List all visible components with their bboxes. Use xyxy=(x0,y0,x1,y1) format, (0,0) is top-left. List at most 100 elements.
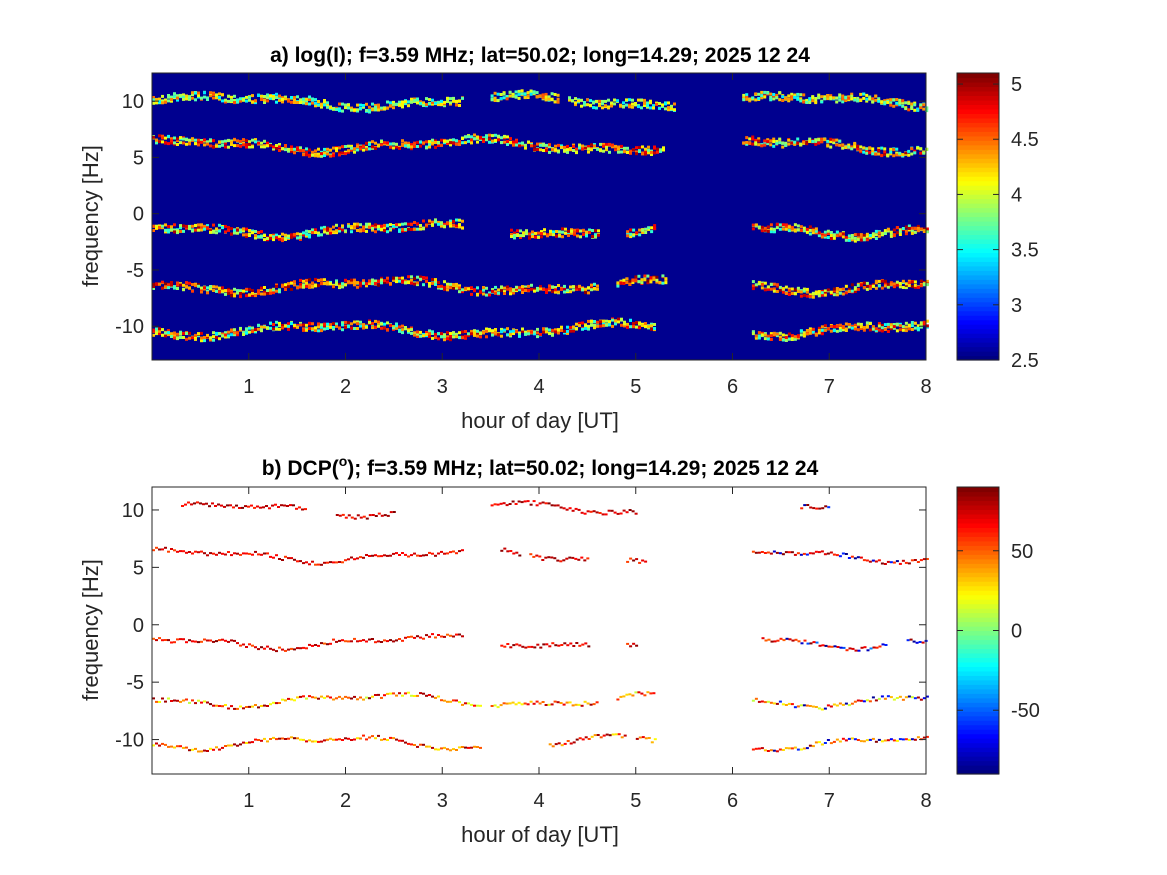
heatmap-cell xyxy=(158,744,161,747)
heatmap-cell xyxy=(769,332,773,336)
heatmap-cell xyxy=(599,736,603,739)
heatmap-cell xyxy=(874,699,878,702)
heatmap-cell xyxy=(449,338,452,342)
heatmap-cell xyxy=(769,701,773,704)
heatmap-cell xyxy=(652,106,655,110)
heatmap-cell xyxy=(602,149,605,153)
heatmap-cell xyxy=(419,224,422,227)
heatmap-cell xyxy=(239,228,242,232)
heatmap-cell xyxy=(245,552,248,555)
heatmap-cell xyxy=(886,695,890,698)
heatmap-cell xyxy=(575,285,578,289)
heatmap-cell xyxy=(601,513,605,516)
heatmap-cell xyxy=(832,234,836,238)
heatmap-cell xyxy=(326,226,329,230)
heatmap-cell xyxy=(554,288,557,292)
heatmap-cell xyxy=(263,145,266,149)
heatmap-cell xyxy=(191,748,194,751)
heatmap-cell xyxy=(910,559,914,562)
heatmap-cell xyxy=(434,636,437,639)
heatmap-cell xyxy=(293,99,296,102)
heatmap-cell xyxy=(362,515,366,518)
heatmap-cell xyxy=(395,639,398,642)
colorbar-tick-label: 3 xyxy=(1011,295,1022,317)
heatmap-cell xyxy=(862,281,866,285)
heatmap-cell xyxy=(653,323,656,326)
heatmap-cell xyxy=(641,145,644,149)
heatmap-cell xyxy=(235,504,238,507)
heatmap-cell xyxy=(215,231,218,235)
heatmap-cell xyxy=(558,233,561,237)
heatmap-cell xyxy=(302,231,305,235)
heatmap-cell xyxy=(751,748,755,751)
heatmap-cell xyxy=(814,290,818,294)
heatmap-cell xyxy=(584,736,588,739)
heatmap-cell xyxy=(452,138,455,142)
heatmap-cell xyxy=(425,745,428,748)
heatmap-cell xyxy=(314,740,317,743)
heatmap-cell xyxy=(883,563,887,565)
heatmap-cell xyxy=(617,150,620,154)
colorbar-swatch xyxy=(957,153,999,159)
heatmap-cell xyxy=(589,510,593,513)
heatmap-cell xyxy=(284,148,287,152)
heatmap-cell xyxy=(254,328,257,331)
heatmap-cell xyxy=(224,141,227,145)
heatmap-cell xyxy=(865,323,869,327)
heatmap-cell xyxy=(653,227,657,231)
heatmap-cell xyxy=(272,556,275,559)
heatmap-cell xyxy=(508,94,512,98)
heatmap-cell xyxy=(410,145,413,149)
heatmap-cell xyxy=(838,291,842,295)
heatmap-cell xyxy=(440,332,443,336)
heatmap-cell xyxy=(338,151,341,155)
heatmap-cell xyxy=(922,736,926,739)
heatmap-cell xyxy=(227,551,230,553)
heatmap-cell xyxy=(850,283,854,287)
heatmap-cell xyxy=(209,552,212,555)
colorbar-swatch xyxy=(957,657,999,663)
heatmap-cell xyxy=(455,218,458,222)
heatmap-cell xyxy=(892,234,896,238)
colorbar-swatch xyxy=(957,518,999,524)
heatmap-cell xyxy=(535,554,539,557)
heatmap-cell xyxy=(751,330,755,334)
heatmap-cell xyxy=(901,325,905,329)
heatmap-cell xyxy=(584,146,587,150)
heatmap-cell xyxy=(434,283,437,286)
heatmap-cell xyxy=(775,226,779,230)
heatmap-cell xyxy=(230,744,233,747)
heatmap-cell xyxy=(437,695,440,698)
heatmap-cell xyxy=(155,639,158,642)
heatmap-cell xyxy=(305,234,308,238)
heatmap-cell xyxy=(871,559,875,562)
heatmap-cell xyxy=(185,746,188,749)
heatmap-cell xyxy=(323,278,326,282)
heatmap-cell xyxy=(829,237,833,241)
heatmap-cell xyxy=(808,293,812,297)
heatmap-cell xyxy=(535,91,539,95)
heatmap-cell xyxy=(790,92,794,96)
heatmap-cell xyxy=(538,702,542,705)
heatmap-cell xyxy=(239,327,242,331)
heatmap-cell xyxy=(595,511,599,514)
heatmap-cell xyxy=(251,289,254,292)
colorbar-swatch xyxy=(957,288,999,294)
heatmap-cell xyxy=(200,225,203,229)
heatmap-cell xyxy=(761,637,765,640)
heatmap-cell xyxy=(650,226,654,230)
heatmap-cell xyxy=(599,320,602,324)
heatmap-cell xyxy=(248,229,251,232)
heatmap-cell xyxy=(568,96,571,100)
heatmap-cell xyxy=(281,326,284,330)
heatmap-cell xyxy=(479,704,482,707)
heatmap-cell xyxy=(311,97,314,101)
heatmap-cell xyxy=(799,97,803,101)
heatmap-cell xyxy=(248,293,251,297)
heatmap-cell xyxy=(760,700,764,703)
heatmap-cell xyxy=(338,109,341,113)
heatmap-cell xyxy=(485,293,488,297)
heatmap-cell xyxy=(644,560,648,563)
heatmap-cell xyxy=(347,514,351,517)
heatmap-cell xyxy=(359,145,362,149)
